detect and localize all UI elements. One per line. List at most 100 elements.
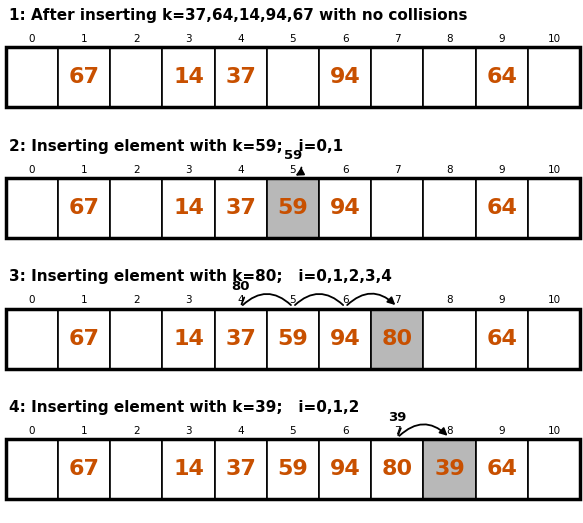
Text: 5: 5	[290, 295, 296, 305]
Text: 80: 80	[382, 328, 413, 349]
Text: 5: 5	[290, 426, 296, 436]
Bar	[6, 439, 580, 499]
Bar	[267, 178, 319, 238]
Text: 14: 14	[173, 198, 204, 218]
Text: 4: 4	[237, 426, 244, 436]
Bar	[319, 178, 371, 238]
Text: 3: 3	[185, 165, 192, 175]
Text: 64: 64	[486, 67, 517, 87]
Bar	[476, 439, 528, 499]
Bar	[319, 439, 371, 499]
Text: 64: 64	[486, 198, 517, 218]
Text: 8: 8	[446, 165, 453, 175]
Bar	[6, 178, 580, 238]
Text: 9: 9	[498, 34, 505, 44]
Text: 37: 37	[225, 67, 256, 87]
Bar	[528, 439, 580, 499]
Bar	[267, 439, 319, 499]
Text: 4: Inserting element with k=39;   i=0,1,2: 4: Inserting element with k=39; i=0,1,2	[9, 400, 359, 415]
Bar	[58, 178, 110, 238]
Bar	[6, 309, 58, 369]
Bar	[423, 178, 476, 238]
Text: 0: 0	[29, 426, 35, 436]
Text: 9: 9	[498, 165, 505, 175]
Text: 1: 1	[81, 426, 87, 436]
Text: 14: 14	[173, 459, 204, 480]
Bar	[6, 309, 580, 369]
Text: 67: 67	[69, 67, 100, 87]
Text: 39: 39	[434, 459, 465, 480]
Text: 37: 37	[225, 459, 256, 480]
Text: 59: 59	[284, 149, 302, 162]
Bar	[215, 178, 267, 238]
Text: 67: 67	[69, 328, 100, 349]
Bar	[371, 47, 423, 107]
Text: 6: 6	[342, 295, 349, 305]
Text: 1: 1	[81, 34, 87, 44]
Text: 5: 5	[290, 34, 296, 44]
Bar	[319, 47, 371, 107]
Bar	[476, 178, 528, 238]
Bar	[371, 178, 423, 238]
Text: 3: 3	[185, 34, 192, 44]
Text: 94: 94	[330, 328, 360, 349]
Text: 7: 7	[394, 165, 401, 175]
Bar	[476, 47, 528, 107]
Bar	[110, 439, 163, 499]
Text: 10: 10	[547, 295, 560, 305]
Text: 7: 7	[394, 34, 401, 44]
Text: 80: 80	[231, 280, 250, 293]
Text: 94: 94	[330, 459, 360, 480]
Bar	[110, 309, 163, 369]
Bar	[58, 47, 110, 107]
Text: 2: Inserting element with k=59;   i=0,1: 2: Inserting element with k=59; i=0,1	[9, 139, 343, 154]
Text: 2: 2	[133, 165, 140, 175]
Text: 39: 39	[388, 411, 406, 424]
Bar	[371, 439, 423, 499]
Text: 8: 8	[446, 295, 453, 305]
Text: 7: 7	[394, 295, 401, 305]
Bar	[528, 178, 580, 238]
Text: 1: After inserting k=37,64,14,94,67 with no collisions: 1: After inserting k=37,64,14,94,67 with…	[9, 8, 467, 23]
Text: 3: 3	[185, 426, 192, 436]
Text: 2: 2	[133, 426, 140, 436]
Text: 3: 3	[185, 295, 192, 305]
Text: 9: 9	[498, 426, 505, 436]
Text: 64: 64	[486, 459, 517, 480]
Bar	[319, 309, 371, 369]
Text: 59: 59	[278, 328, 308, 349]
Text: 6: 6	[342, 426, 349, 436]
Text: 2: 2	[133, 34, 140, 44]
Bar	[267, 47, 319, 107]
Text: 64: 64	[486, 328, 517, 349]
Text: 14: 14	[173, 67, 204, 87]
Text: 1: 1	[81, 165, 87, 175]
Text: 2: 2	[133, 295, 140, 305]
Bar	[215, 439, 267, 499]
Text: 67: 67	[69, 459, 100, 480]
Text: 59: 59	[278, 459, 308, 480]
Bar	[423, 439, 476, 499]
Text: 67: 67	[69, 198, 100, 218]
Bar	[371, 309, 423, 369]
Text: 80: 80	[382, 459, 413, 480]
Text: 4: 4	[237, 295, 244, 305]
Text: 8: 8	[446, 426, 453, 436]
Bar	[163, 309, 215, 369]
Text: 59: 59	[278, 198, 308, 218]
Text: 7: 7	[394, 426, 401, 436]
Bar	[215, 309, 267, 369]
Text: 14: 14	[173, 328, 204, 349]
Text: 4: 4	[237, 165, 244, 175]
Bar	[110, 47, 163, 107]
Bar	[423, 309, 476, 369]
Bar	[163, 178, 215, 238]
Text: 4: 4	[237, 34, 244, 44]
Bar	[6, 47, 58, 107]
Bar	[6, 178, 58, 238]
Bar	[58, 439, 110, 499]
Bar	[476, 309, 528, 369]
Bar	[110, 178, 163, 238]
Bar	[58, 309, 110, 369]
Text: 9: 9	[498, 295, 505, 305]
